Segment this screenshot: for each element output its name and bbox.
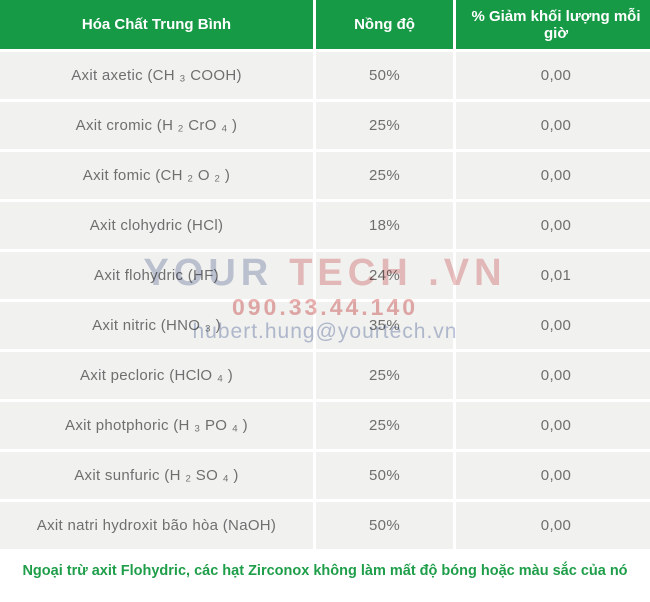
concentration-cell: 18% <box>316 202 453 249</box>
chemical-name-cell: Axit cromic (H ₂ CrO ₄ ) <box>0 102 313 149</box>
table-row: Axit pecloric (HClO ₄ ) 25% 0,00 <box>0 352 650 399</box>
table-row: Axit natri hydroxit bão hòa (NaOH) 50% 0… <box>0 502 650 549</box>
loss-cell: 0,00 <box>456 352 650 399</box>
chemical-name-cell: Axit nitric (HNO ₃ ) <box>0 302 313 349</box>
table-row: Axit photphoric (H ₃ PO ₄ ) 25% 0,00 <box>0 402 650 449</box>
col-header-loss: % Giảm khối lượng mỗi giờ <box>456 0 650 49</box>
loss-cell: 0,00 <box>456 102 650 149</box>
footer-note: Ngoại trừ axit Flohydric, các hạt Zircon… <box>22 563 628 579</box>
concentration-cell: 25% <box>316 402 453 449</box>
chemical-name-cell: Axit fomic (CH ₂ O ₂ ) <box>0 152 313 199</box>
chemical-name-cell: Axit clohydric (HCl) <box>0 202 313 249</box>
chemical-name-cell: Axit photphoric (H ₃ PO ₄ ) <box>0 402 313 449</box>
chemical-resistance-table: Hóa Chất Trung Bình Nồng độ % Giảm khối … <box>0 0 650 549</box>
loss-cell: 0,00 <box>456 502 650 549</box>
table-row: Axit clohydric (HCl) 18% 0,00 <box>0 202 650 249</box>
table-row: Axit cromic (H ₂ CrO ₄ ) 25% 0,00 <box>0 102 650 149</box>
loss-cell: 0,00 <box>456 202 650 249</box>
col-header-chemical: Hóa Chất Trung Bình <box>0 0 313 49</box>
table-row: Axit fomic (CH ₂ O ₂ ) 25% 0,00 <box>0 152 650 199</box>
loss-cell: 0,00 <box>456 402 650 449</box>
concentration-cell: 25% <box>316 152 453 199</box>
chemical-name-cell: Axit pecloric (HClO ₄ ) <box>0 352 313 399</box>
loss-cell: 0,00 <box>456 302 650 349</box>
chemical-name-cell: Axit sunfuric (H ₂ SO ₄ ) <box>0 452 313 499</box>
table-row: Axit nitric (HNO ₃ ) 35% 0,00 <box>0 302 650 349</box>
concentration-cell: 35% <box>316 302 453 349</box>
concentration-cell: 25% <box>316 352 453 399</box>
loss-cell: 0,01 <box>456 252 650 299</box>
table-header-row: Hóa Chất Trung Bình Nồng độ % Giảm khối … <box>0 0 650 49</box>
chemical-name-cell: Axit axetic (CH ₃ COOH) <box>0 52 313 99</box>
loss-cell: 0,00 <box>456 452 650 499</box>
concentration-cell: 25% <box>316 102 453 149</box>
chemical-name-cell: Axit flohydric (HF) <box>0 252 313 299</box>
table-row: Axit flohydric (HF) 24% 0,01 <box>0 252 650 299</box>
loss-cell: 0,00 <box>456 152 650 199</box>
concentration-cell: 24% <box>316 252 453 299</box>
chemical-name-cell: Axit natri hydroxit bão hòa (NaOH) <box>0 502 313 549</box>
loss-cell: 0,00 <box>456 52 650 99</box>
table-row: Axit axetic (CH ₃ COOH) 50% 0,00 <box>0 52 650 99</box>
concentration-cell: 50% <box>316 52 453 99</box>
concentration-cell: 50% <box>316 452 453 499</box>
concentration-cell: 50% <box>316 502 453 549</box>
table-row: Axit sunfuric (H ₂ SO ₄ ) 50% 0,00 <box>0 452 650 499</box>
col-header-concentration: Nồng độ <box>316 0 453 49</box>
